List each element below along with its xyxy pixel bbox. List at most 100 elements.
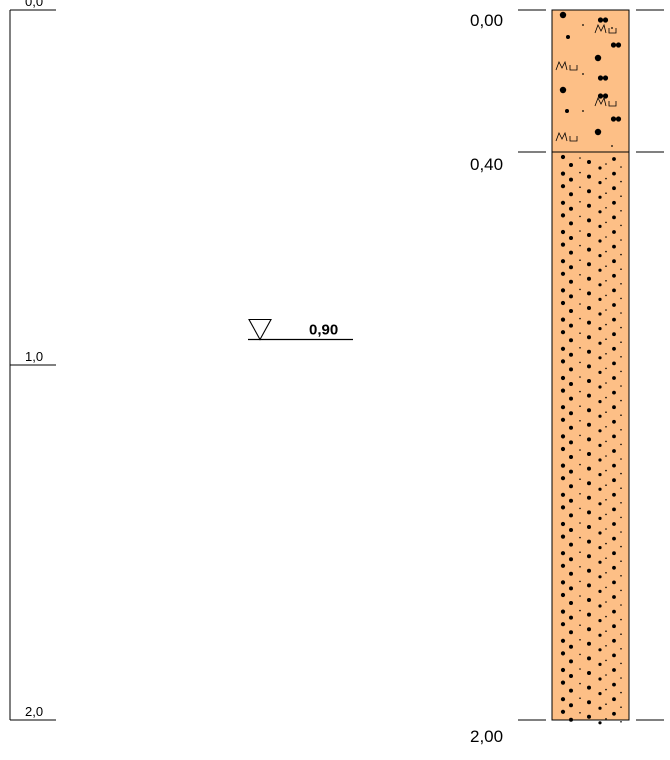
gravel-dot	[594, 54, 602, 62]
gravel-dot	[587, 174, 591, 179]
gravel-dot	[560, 405, 566, 410]
sand-dot	[566, 35, 570, 39]
gravel-dot	[587, 276, 591, 281]
gravel-dot	[612, 682, 616, 687]
fine-dot	[620, 224, 622, 227]
gravel-dot	[560, 534, 566, 539]
gravel-dot	[560, 580, 566, 585]
fine-dot	[579, 259, 581, 262]
boring-column: 0,00 0,40 2,00	[470, 9, 664, 746]
fine-dot	[579, 244, 581, 247]
fine-dot	[620, 180, 622, 183]
gravel-dot	[612, 186, 616, 191]
gravel-dot	[612, 390, 616, 395]
fine-dot	[620, 443, 622, 446]
gravel-dot	[612, 507, 616, 512]
fine-dot	[605, 572, 607, 574]
gravel-dot	[612, 361, 616, 366]
fine-dot	[579, 317, 581, 320]
gravel-dot	[587, 510, 591, 515]
soil-layer-fill	[551, 9, 630, 153]
fine-dot	[579, 157, 581, 159]
fine-dot	[620, 356, 622, 358]
fine-dot	[605, 163, 607, 165]
fine-dot	[620, 633, 622, 635]
gravel-dot	[569, 265, 573, 270]
fine-dot	[605, 177, 607, 180]
gravel-dot	[569, 440, 573, 445]
sand-dot	[598, 195, 602, 199]
fine-dot	[620, 589, 622, 592]
sand-dot	[598, 662, 602, 667]
gravel-dot	[612, 609, 616, 614]
fine-dot	[605, 353, 607, 355]
gravel-dot	[569, 528, 573, 532]
gravel-dot	[612, 230, 616, 234]
depth-scale-tick-label: 0,0	[25, 0, 43, 9]
gravel-dot	[612, 536, 616, 541]
fine-dot	[579, 347, 581, 349]
gravel-dot	[569, 367, 573, 372]
fine-dot	[605, 207, 607, 209]
gravel-pair-dot	[602, 17, 609, 23]
fine-dot	[620, 414, 622, 417]
fine-dot	[620, 283, 622, 285]
gravel-dot	[569, 542, 573, 547]
fine-dot	[579, 361, 581, 364]
sand-dot	[598, 502, 602, 506]
fine-dot	[579, 551, 581, 553]
gravel-dot	[587, 598, 591, 602]
fine-dot	[579, 580, 581, 583]
fine-dot	[605, 440, 607, 443]
gravel-dot	[569, 484, 573, 489]
gravel-dot	[569, 469, 573, 474]
gravel-dot	[560, 300, 566, 306]
fine-dot	[605, 718, 607, 720]
gravel-dot	[587, 320, 591, 325]
sand-dot	[598, 458, 602, 462]
gravel-dot	[587, 525, 591, 529]
fine-dot	[579, 288, 581, 291]
fine-dot	[605, 323, 607, 326]
fine-dot	[620, 604, 622, 606]
gravel-dot	[560, 505, 566, 510]
gravel-dot	[560, 697, 566, 702]
fine-dot	[620, 458, 622, 460]
gravel-dot	[594, 128, 602, 136]
gravel-dot	[569, 338, 573, 343]
gravel-dot	[569, 192, 573, 197]
depth-scale-tick-label: 2,0	[25, 704, 43, 719]
gravel-dot	[587, 700, 591, 705]
fine-dot	[605, 703, 607, 705]
gravel-dot	[560, 709, 566, 714]
gravel-dot	[587, 247, 591, 252]
gravel-pair-dot	[597, 93, 604, 99]
gravel-dot	[569, 513, 573, 518]
gravel-dot	[587, 291, 591, 296]
gravel-pair-dot	[597, 75, 604, 81]
gravel-dot	[587, 349, 591, 354]
gravel-dot	[569, 674, 573, 678]
fine-dot	[620, 662, 622, 665]
sand-dot	[598, 385, 602, 389]
fine-dot	[605, 250, 607, 253]
fine-dot	[605, 294, 607, 297]
fine-dot	[605, 265, 607, 268]
fine-dot	[605, 338, 607, 341]
fine-dot	[579, 682, 581, 685]
fine-dot	[620, 472, 622, 475]
fine-dot	[579, 493, 581, 495]
fine-dot	[605, 674, 607, 676]
fine-dot	[620, 429, 622, 431]
gravel-dot	[560, 622, 566, 627]
gravel-dot	[569, 586, 573, 591]
fine-dot	[579, 566, 581, 568]
gravel-dot	[560, 317, 566, 322]
fine-dot	[579, 595, 581, 597]
sand-dot	[598, 400, 602, 404]
fine-dot	[579, 712, 581, 714]
gravel-dot	[612, 200, 616, 205]
fine-dot	[579, 449, 581, 451]
gravel-dot	[560, 375, 566, 381]
gravel-dot	[612, 478, 616, 483]
